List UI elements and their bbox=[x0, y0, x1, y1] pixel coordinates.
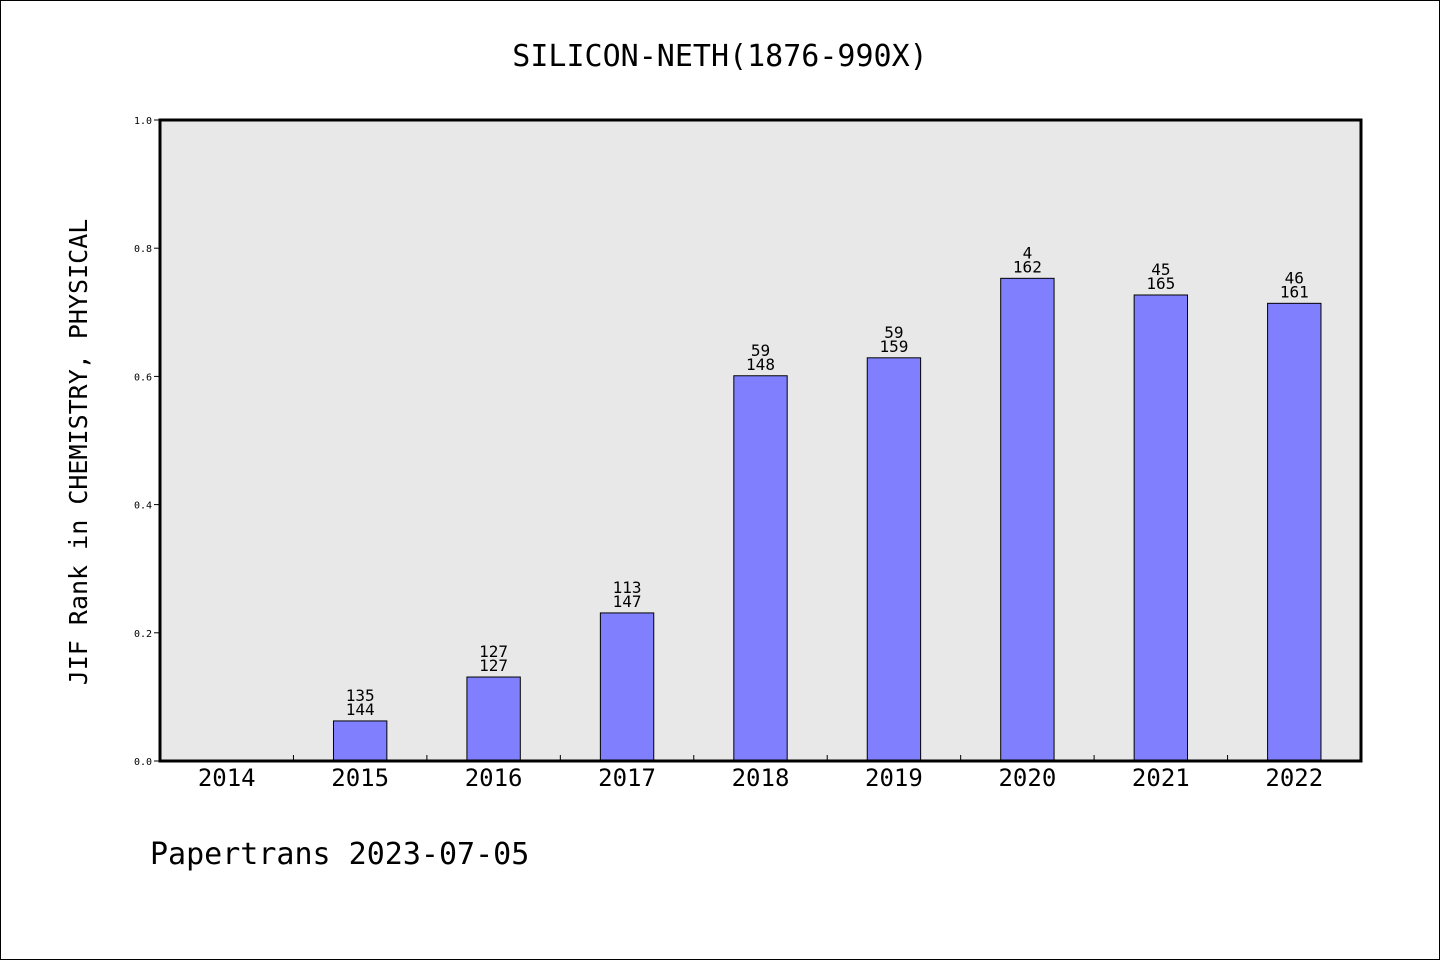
total-label-2016: 127 bbox=[479, 656, 508, 675]
y-tick-label: 0.0 bbox=[134, 757, 152, 768]
bar-2021 bbox=[1133, 294, 1189, 762]
y-tick-label: 0.4 bbox=[134, 501, 152, 512]
bar-2015 bbox=[332, 720, 388, 762]
bar-2018 bbox=[733, 375, 788, 762]
total-label-2022: 161 bbox=[1280, 282, 1309, 301]
rank-label-2022: 46 bbox=[1285, 268, 1304, 287]
y-tick-label: 0.8 bbox=[134, 244, 152, 255]
chart-title: SILICON-NETH(1876-990X) bbox=[512, 39, 927, 74]
rank-label-2017: 113 bbox=[613, 578, 642, 597]
bar-2016 bbox=[466, 676, 521, 762]
x-tick-label: 2019 bbox=[865, 764, 923, 792]
bars bbox=[332, 277, 1322, 762]
y-tick-label: 0.6 bbox=[134, 372, 152, 383]
total-label-2020: 162 bbox=[1013, 257, 1042, 276]
plot-border bbox=[158, 118, 1363, 763]
x-tick-label: 2020 bbox=[998, 764, 1056, 792]
total-label-2015: 144 bbox=[346, 700, 375, 719]
x-tick-label: 2014 bbox=[198, 764, 256, 792]
total-label-2017: 147 bbox=[613, 592, 642, 611]
total-label-2021: 165 bbox=[1146, 274, 1175, 293]
total-label-2018: 148 bbox=[746, 355, 775, 374]
bar-2020 bbox=[1000, 277, 1055, 762]
x-tick-label: 2022 bbox=[1265, 764, 1323, 792]
x-tick-label: 2016 bbox=[465, 764, 523, 792]
x-tick-label: 2017 bbox=[598, 764, 656, 792]
footer-note: Papertrans 2023-07-05 bbox=[150, 837, 529, 872]
rank-label-2015: 135 bbox=[346, 686, 375, 705]
bar-2022 bbox=[1267, 302, 1322, 762]
x-tick-label: 2015 bbox=[331, 764, 389, 792]
y-tick-label: 0.2 bbox=[134, 629, 152, 640]
rank-label-2019: 59 bbox=[884, 323, 903, 342]
rank-label-2021: 45 bbox=[1151, 260, 1170, 279]
axis-ticks: 0.0 0.2 0.4 0.6 0.8 1.0 2014 2015 2016 2017 2018 20… bbox=[134, 116, 1323, 792]
bar-2017 bbox=[599, 612, 655, 762]
rank-label-2018: 59 bbox=[751, 341, 770, 360]
x-tick-label: 2018 bbox=[732, 764, 790, 792]
x-tick-label: 2021 bbox=[1132, 764, 1190, 792]
bar-2019 bbox=[866, 357, 922, 762]
rank-label-2020: 4 bbox=[1023, 243, 1033, 262]
total-label-2019: 159 bbox=[879, 337, 908, 356]
y-tick-label: 1.0 bbox=[134, 116, 152, 127]
rank-label-2016: 127 bbox=[479, 642, 508, 661]
y-axis-label: JIF Rank in CHEMISTRY, PHYSICAL bbox=[64, 219, 93, 686]
